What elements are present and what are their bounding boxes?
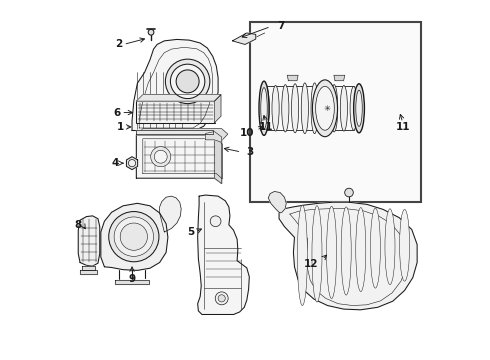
- Polygon shape: [136, 135, 221, 184]
- Ellipse shape: [399, 210, 410, 281]
- Polygon shape: [126, 157, 138, 170]
- Ellipse shape: [292, 84, 299, 133]
- Ellipse shape: [272, 85, 279, 131]
- Ellipse shape: [261, 87, 267, 129]
- Circle shape: [151, 147, 171, 167]
- Ellipse shape: [321, 84, 328, 133]
- Polygon shape: [197, 195, 249, 315]
- Polygon shape: [80, 270, 97, 274]
- Polygon shape: [101, 203, 168, 270]
- Circle shape: [344, 188, 353, 197]
- Polygon shape: [181, 131, 190, 134]
- Text: 11: 11: [259, 122, 274, 132]
- Text: 4: 4: [111, 158, 119, 168]
- Ellipse shape: [301, 83, 308, 134]
- Text: 10: 10: [240, 129, 254, 138]
- Polygon shape: [215, 135, 221, 184]
- Polygon shape: [82, 266, 95, 270]
- Ellipse shape: [385, 209, 395, 285]
- Text: ✳: ✳: [323, 104, 330, 113]
- Ellipse shape: [341, 85, 347, 131]
- Ellipse shape: [326, 206, 337, 298]
- Polygon shape: [160, 196, 181, 232]
- Text: 8: 8: [74, 220, 82, 230]
- Ellipse shape: [311, 83, 318, 134]
- Text: 11: 11: [396, 122, 411, 132]
- Polygon shape: [147, 131, 156, 134]
- Circle shape: [210, 216, 221, 226]
- Text: 12: 12: [304, 259, 318, 269]
- Polygon shape: [287, 75, 298, 81]
- Circle shape: [218, 295, 225, 302]
- Text: 9: 9: [128, 274, 136, 284]
- Polygon shape: [136, 129, 228, 140]
- Ellipse shape: [331, 85, 338, 132]
- Text: 6: 6: [113, 108, 120, 118]
- Circle shape: [109, 212, 159, 262]
- Polygon shape: [205, 132, 221, 142]
- Polygon shape: [136, 95, 221, 101]
- Text: 1: 1: [117, 122, 124, 132]
- Ellipse shape: [350, 86, 357, 130]
- Circle shape: [128, 159, 136, 167]
- Text: 7: 7: [277, 21, 285, 31]
- Polygon shape: [215, 95, 221, 123]
- Text: 3: 3: [247, 147, 254, 157]
- Bar: [250, 22, 421, 202]
- Polygon shape: [115, 280, 149, 284]
- Polygon shape: [232, 33, 256, 44]
- Ellipse shape: [341, 207, 351, 295]
- Polygon shape: [334, 75, 344, 81]
- Circle shape: [148, 30, 154, 35]
- Circle shape: [171, 64, 205, 99]
- Ellipse shape: [297, 205, 307, 306]
- Ellipse shape: [282, 85, 289, 132]
- Circle shape: [154, 150, 167, 163]
- Ellipse shape: [262, 86, 270, 130]
- Ellipse shape: [316, 86, 334, 130]
- Circle shape: [114, 217, 153, 256]
- Ellipse shape: [313, 80, 338, 137]
- Ellipse shape: [259, 81, 269, 135]
- Ellipse shape: [356, 208, 366, 292]
- Polygon shape: [136, 130, 213, 134]
- Circle shape: [215, 292, 228, 305]
- Ellipse shape: [354, 84, 365, 133]
- Polygon shape: [132, 40, 218, 131]
- Polygon shape: [279, 202, 417, 310]
- Polygon shape: [172, 131, 181, 134]
- Text: 2: 2: [115, 40, 122, 49]
- Circle shape: [176, 70, 199, 93]
- Ellipse shape: [312, 206, 322, 302]
- Polygon shape: [139, 131, 147, 134]
- Polygon shape: [269, 192, 286, 213]
- Ellipse shape: [370, 208, 380, 288]
- Polygon shape: [78, 216, 100, 266]
- Text: 5: 5: [187, 227, 194, 237]
- Circle shape: [120, 223, 147, 250]
- Circle shape: [166, 59, 210, 104]
- Ellipse shape: [356, 90, 362, 126]
- Bar: [136, 101, 215, 123]
